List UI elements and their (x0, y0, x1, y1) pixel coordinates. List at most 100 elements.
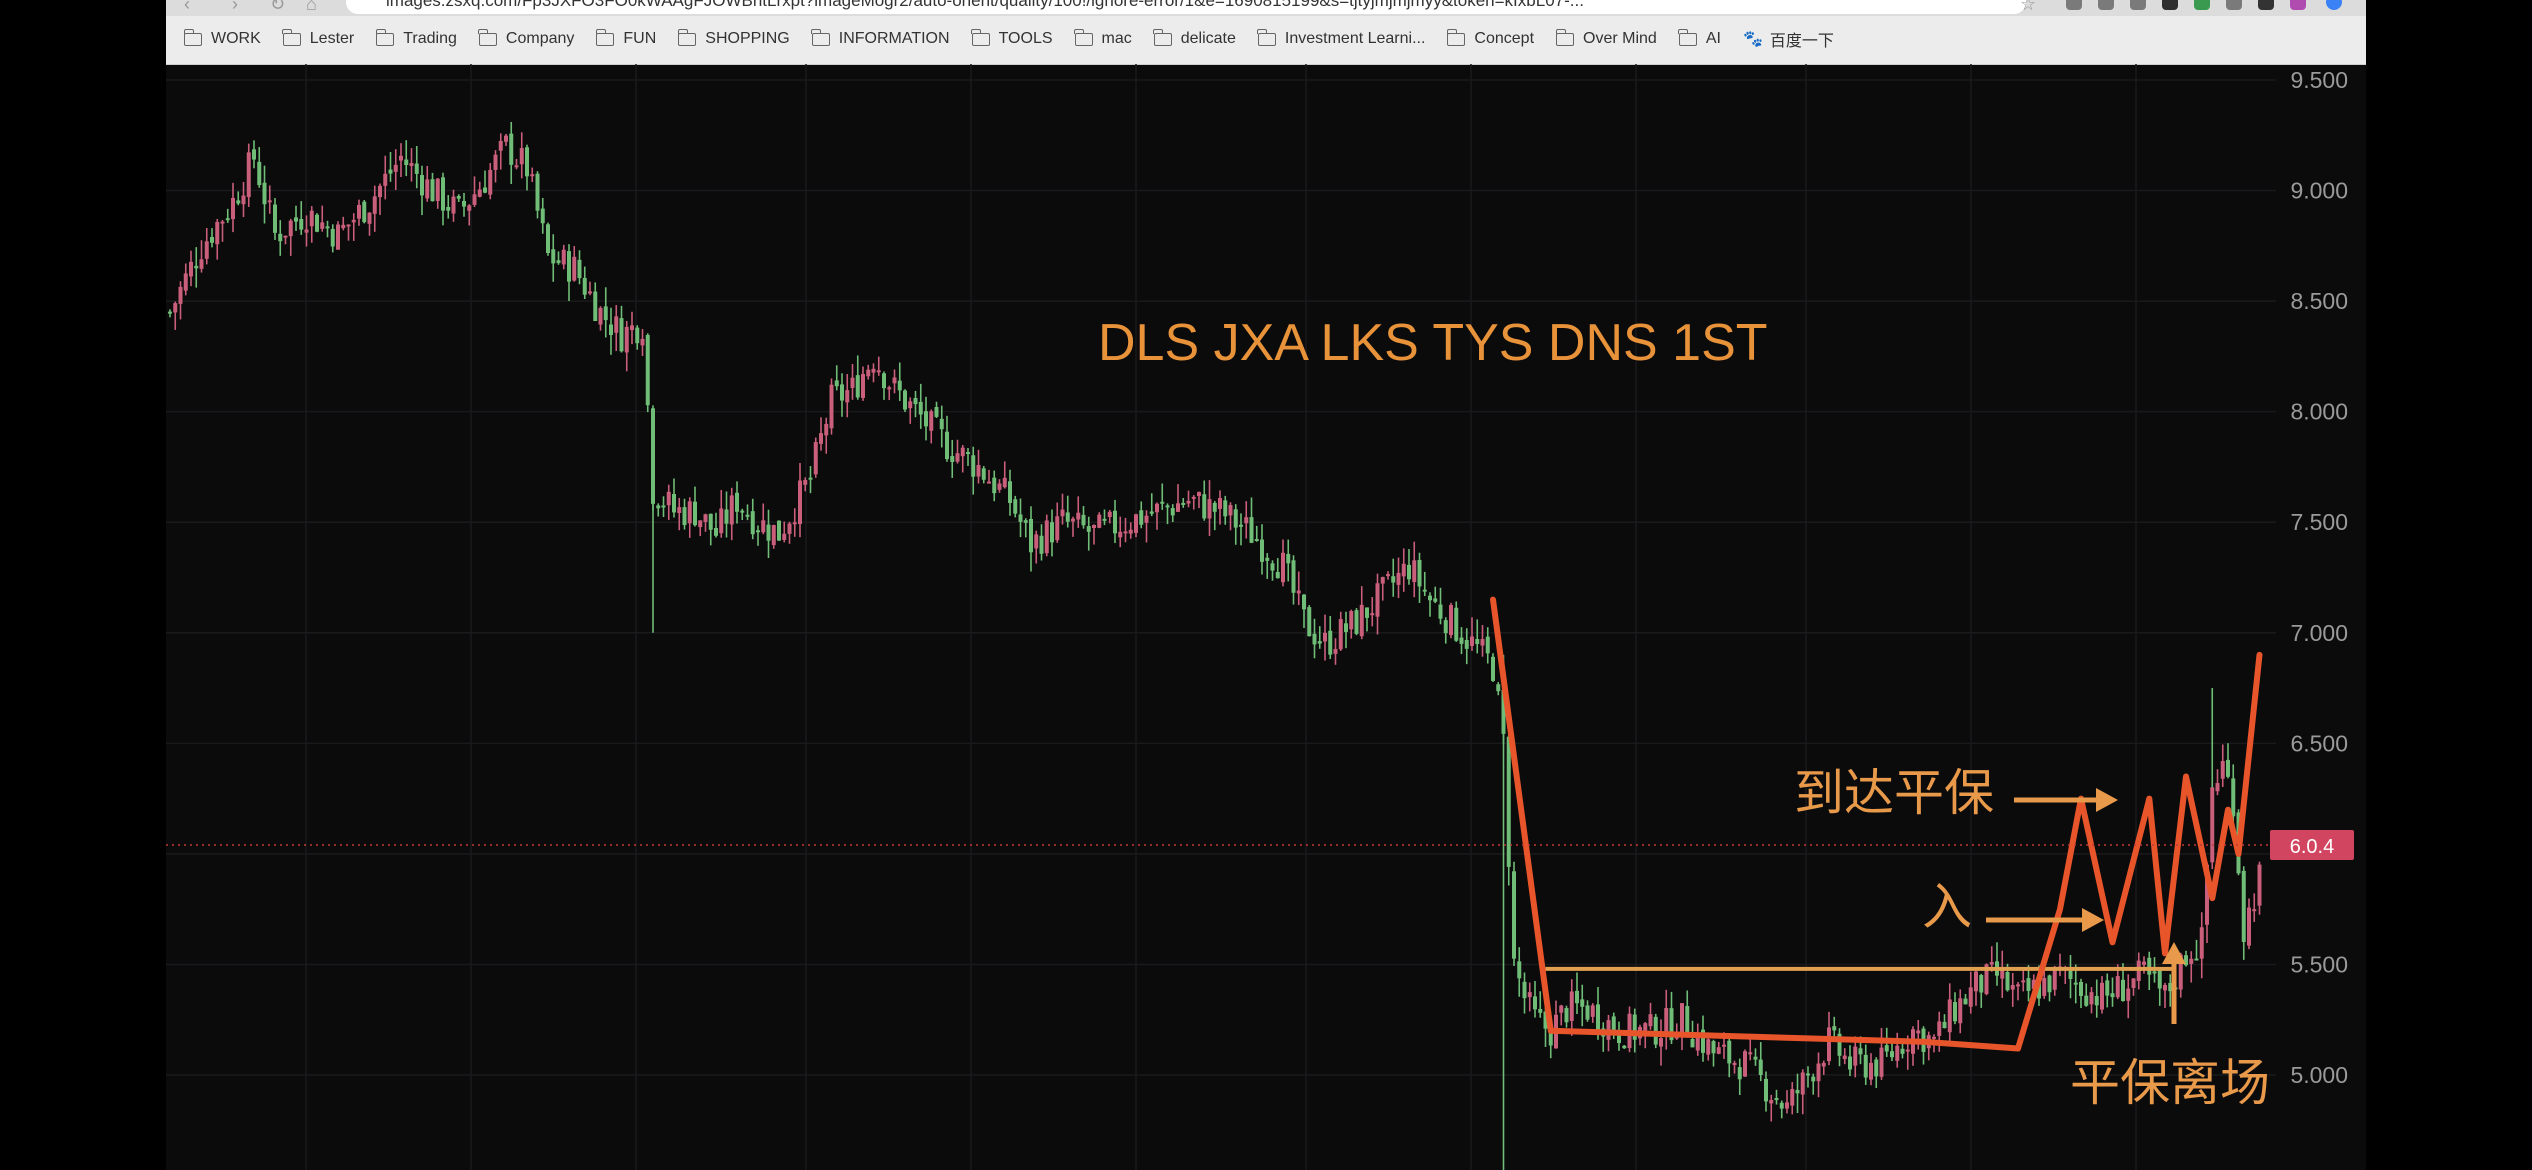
candle-body (1239, 524, 1243, 527)
candle-body (1569, 991, 1574, 1021)
candle-body (1953, 1002, 1957, 1022)
candle-body (262, 182, 267, 205)
candle-body (1869, 1062, 1873, 1080)
browser-toolbar: ‹ › ↻ ⌂ images.zsxq.com/Fp3JXFO3FO0kWAAg… (166, 0, 2366, 65)
candle-body (661, 505, 666, 508)
extension-icon[interactable] (2226, 0, 2242, 10)
candle-body (1191, 496, 1196, 499)
candle-body (1895, 1045, 1900, 1061)
bookmark-12[interactable]: Over Mind (1555, 28, 1657, 48)
candle-body (2215, 783, 2220, 792)
candle-body (1218, 497, 1222, 509)
candle-body (1102, 518, 1107, 521)
candle-body (215, 222, 220, 245)
candle-body (1270, 563, 1275, 571)
candle-body (1464, 639, 1469, 649)
bookmark-13[interactable]: AI (1678, 28, 1721, 48)
candle-body (1029, 519, 1033, 553)
reload-icon[interactable]: ↻ (270, 0, 286, 14)
candle-body (882, 373, 886, 389)
candle-body (231, 197, 235, 220)
home-icon[interactable]: ⌂ (306, 0, 317, 14)
candle-body (1312, 633, 1317, 645)
candle-body (1233, 509, 1238, 528)
candle-body (1580, 999, 1585, 1007)
bookmark-label: mac (1101, 30, 1132, 47)
bookmark-0[interactable]: WORK (183, 28, 261, 48)
current-price-label: 6.0.4 (2290, 836, 2334, 858)
extension-icon[interactable] (2258, 0, 2274, 10)
candle-body (556, 260, 561, 264)
candle-body (2205, 864, 2209, 925)
url-input[interactable]: images.zsxq.com/Fp3JXFO3FO0kWAAgFJOWBhtL… (346, 0, 2026, 14)
candle-body (1968, 987, 1973, 1007)
extension-icon[interactable] (2098, 0, 2114, 10)
bookmark-11[interactable]: Concept (1446, 28, 1534, 48)
candle-body (1764, 1078, 1768, 1102)
candle-body (1081, 514, 1086, 526)
candle-body (1076, 512, 1081, 520)
extension-icon[interactable] (2130, 0, 2146, 10)
extension-icon[interactable] (2066, 0, 2082, 10)
candle-body (336, 224, 340, 250)
candle-body (1979, 975, 1984, 993)
bookmark-10[interactable]: Investment Learni... (1257, 28, 1425, 48)
star-icon[interactable]: ☆ (2020, 0, 2037, 14)
candle-body (525, 147, 529, 177)
candle-body (603, 306, 608, 321)
candle-body (472, 194, 477, 205)
bookmark-1[interactable]: Lester (282, 28, 354, 48)
candle-body (1107, 511, 1112, 518)
candle-body (1517, 961, 1522, 979)
annotation-entry: 入 (1922, 878, 1972, 936)
bookmark-5[interactable]: SHOPPING (677, 28, 790, 48)
candle-body (1963, 998, 1968, 1005)
candle-body (425, 179, 430, 199)
candle-body (1428, 595, 1432, 601)
candle-body (367, 212, 372, 224)
candle-body (183, 273, 188, 291)
candle-body (619, 318, 624, 352)
extension-icon[interactable] (2290, 0, 2306, 10)
candle-body (1916, 1030, 1921, 1034)
candle-body (2131, 978, 2136, 988)
candle-body (1165, 505, 1170, 508)
bookmark-9[interactable]: delicate (1153, 28, 1236, 48)
candle-body (1438, 604, 1443, 619)
bookmark-4[interactable]: FUN (595, 28, 656, 48)
bookmark-6[interactable]: INFORMATION (811, 28, 950, 48)
bookmarks-bar: WORK Lester Trading Company FUN SHOPPING INFOR… (183, 26, 1856, 52)
forward-icon[interactable]: › (232, 0, 238, 14)
bookmark-7[interactable]: TOOLS (971, 28, 1053, 48)
folder-icon (282, 28, 301, 46)
candle-body (761, 520, 766, 533)
candle-body (1207, 499, 1212, 519)
candle-body (593, 291, 598, 322)
profile-avatar-icon[interactable] (2326, 0, 2342, 10)
candle-body (1711, 1041, 1716, 1054)
candle-body (666, 491, 671, 506)
candle-body (1706, 1039, 1711, 1055)
candle-body (1611, 1016, 1616, 1034)
back-icon[interactable]: ‹ (184, 0, 190, 14)
bookmark-3[interactable]: Company (478, 28, 574, 48)
current-price-badge (2270, 830, 2354, 861)
candle-body (992, 477, 997, 494)
candle-body (1905, 1049, 1910, 1052)
candle-body (1170, 508, 1175, 516)
candle-body (708, 513, 713, 530)
candle-body (1538, 1008, 1543, 1013)
extension-icon[interactable] (2194, 0, 2210, 10)
bookmark-14[interactable]: 🐾 百度一下 (1743, 27, 1834, 51)
candle-body (971, 455, 976, 477)
extension-icon[interactable] (2162, 0, 2178, 10)
candle-body (1947, 999, 1952, 1033)
candle-body (2199, 927, 2204, 959)
candle-body (1821, 1062, 1826, 1067)
y-tick-label: 5.000 (2290, 1062, 2348, 1088)
bookmark-2[interactable]: Trading (375, 28, 457, 48)
candle-body (2110, 993, 2115, 998)
bookmark-8[interactable]: mac (1074, 28, 1132, 48)
candle-body (451, 196, 456, 214)
